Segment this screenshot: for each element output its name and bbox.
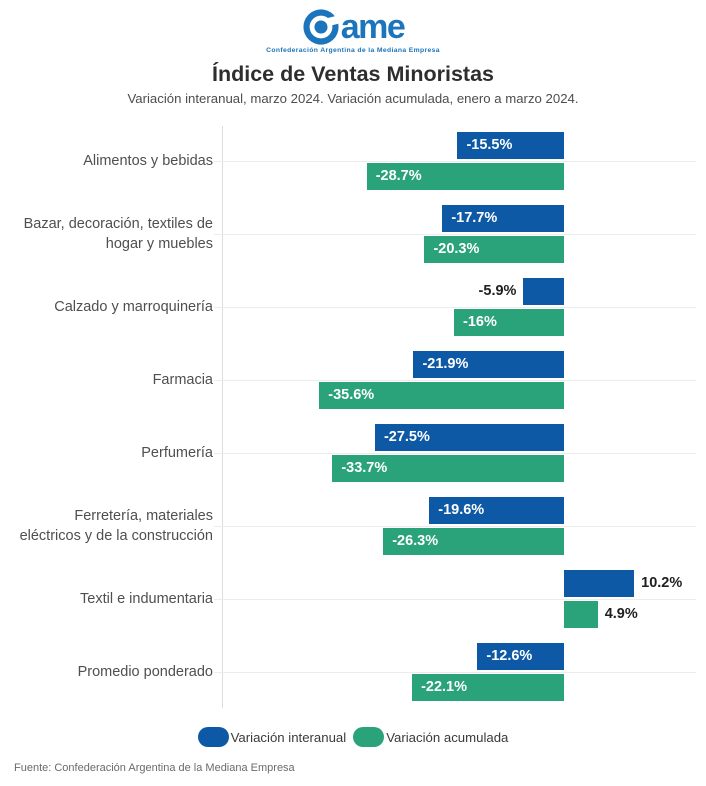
bar-value-label: -33.7%	[341, 460, 388, 476]
row-gridline	[214, 599, 696, 600]
category-label: Farmacia	[152, 371, 213, 388]
bar-interanual	[477, 643, 564, 670]
came-logo: ame Confederación Argentina de la Median…	[0, 8, 706, 54]
chart-legend: Variación interanual Variación acumulada	[0, 727, 706, 747]
bar-interanual	[374, 424, 564, 451]
bar-value-label: -26.3%	[392, 533, 439, 549]
bar-interanual	[442, 205, 564, 232]
legend-item: Variación interanual	[197, 727, 347, 747]
chart-row: Perfumería -27.5% -33.7%	[0, 417, 706, 490]
category-label: Perfumería	[141, 444, 213, 461]
chart-row: Textil e indumentaria 10.2% 4.9%	[0, 563, 706, 636]
chart-row: Ferretería, materiales eléctricos y de l…	[0, 490, 706, 563]
legend-label: Variación acumulada	[386, 729, 509, 745]
bar-acumulada	[319, 382, 564, 409]
row-gridline	[214, 307, 696, 308]
bar-interanual	[413, 351, 564, 378]
came-circle-c-icon	[303, 9, 340, 45]
bar-value-label: -12.6%	[486, 648, 533, 664]
chart-row: Promedio ponderado -12.6% -22.1%	[0, 636, 706, 709]
bar-interanual	[523, 278, 564, 305]
bar-acumulada	[424, 236, 564, 263]
bar-value-label: -17.7%	[451, 210, 498, 226]
row-gridline	[214, 526, 696, 527]
bar-value-label: -22.1%	[421, 679, 468, 695]
row-gridline	[214, 234, 696, 235]
bar-chart-plot: Alimentos y bebidas -15.5% -28.7% Bazar, de…	[0, 125, 706, 710]
bar-value-label: -16%	[463, 314, 497, 330]
row-gridline	[214, 380, 696, 381]
came-logo-row: ame	[302, 8, 406, 46]
category-label: Bazar, decoración, textiles de hogar y m…	[23, 215, 213, 252]
source-note: Fuente: Confederación Argentina de la Me…	[14, 762, 295, 774]
bar-value-label: -5.9%	[478, 283, 517, 299]
came-wordmark: ame	[340, 8, 406, 46]
bar-value-label: -19.6%	[438, 502, 485, 518]
chart-row: Farmacia -21.9% -35.6%	[0, 344, 706, 417]
category-label: Textil e indumentaria	[80, 590, 213, 607]
bar-acumulada	[412, 674, 564, 701]
bar-value-label: -35.6%	[328, 387, 375, 403]
row-gridline	[214, 672, 696, 673]
chart-row: Bazar, decoración, textiles de hogar y m…	[0, 198, 706, 271]
bar-value-label: -20.3%	[433, 241, 480, 257]
category-label: Promedio ponderado	[77, 663, 213, 680]
bar-value-label: 10.2%	[641, 575, 683, 591]
bar-value-label: -27.5%	[383, 429, 430, 445]
bar-value-label: -21.9%	[422, 356, 469, 372]
chart-row: Calzado y marroquinería -5.9% -16%	[0, 271, 706, 344]
legend-swatch-icon	[197, 727, 229, 747]
legend-item: Variación acumulada	[353, 727, 508, 747]
chart-row: Alimentos y bebidas -15.5% -28.7%	[0, 125, 706, 198]
chart-title: Índice de Ventas Minoristas	[212, 62, 494, 86]
bar-acumulada	[366, 163, 564, 190]
came-tagline: Confederación Argentina de la Mediana Em…	[266, 47, 440, 54]
legend-swatch-icon	[353, 727, 385, 747]
category-label: Ferretería, materiales eléctricos y de l…	[19, 507, 213, 544]
bar-acumulada	[454, 309, 564, 336]
bar-acumulada	[383, 528, 564, 555]
bar-value-label: -28.7%	[375, 168, 422, 184]
bar-acumulada	[564, 601, 598, 628]
legend-label: Variación interanual	[230, 729, 347, 745]
category-label: Alimentos y bebidas	[83, 152, 213, 169]
chart-subtitle: Variación interanual, marzo 2024. Variac…	[127, 91, 579, 106]
bar-value-label: 4.9%	[604, 606, 638, 622]
bar-acumulada	[332, 455, 564, 482]
y-axis-line	[222, 126, 223, 708]
row-gridline	[214, 453, 696, 454]
bar-value-label: -15.5%	[466, 137, 513, 153]
row-gridline	[214, 161, 696, 162]
bar-interanual	[429, 497, 564, 524]
bar-interanual	[564, 570, 635, 597]
category-label: Calzado y marroquinería	[54, 298, 213, 315]
bar-interanual	[457, 132, 564, 159]
